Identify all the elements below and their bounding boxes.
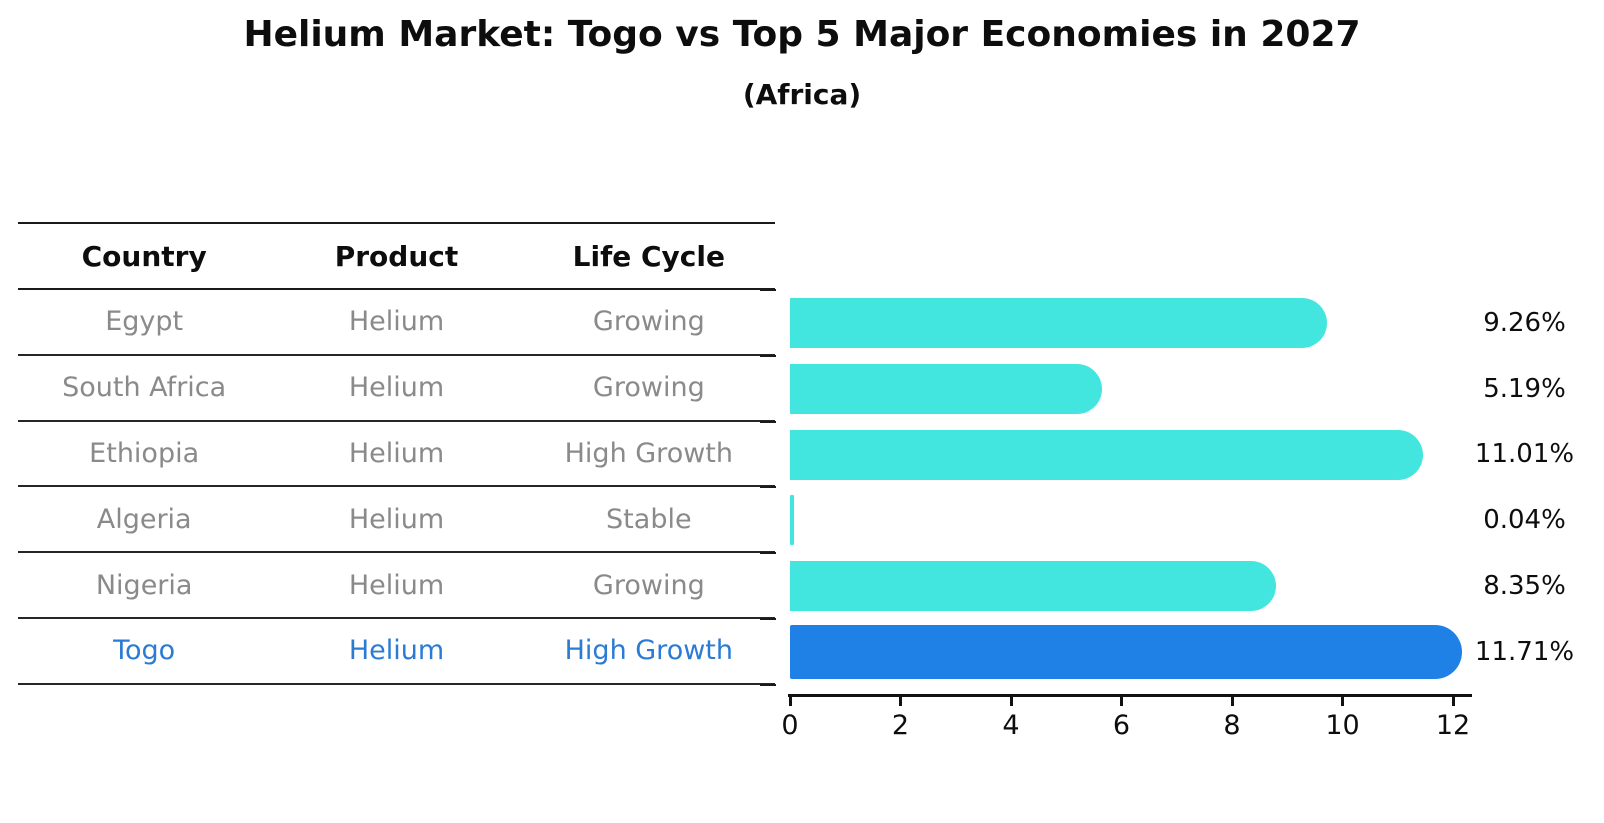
cell-life-cycle: Growing (592, 372, 705, 404)
cell-country: Algeria (96, 503, 192, 535)
table-row-south-africa: South Africa Helium Growing (18, 356, 775, 422)
x-tick-label: 0 (781, 710, 799, 741)
cell-product: Helium (348, 306, 445, 338)
bar-row-ethiopia (790, 422, 1453, 488)
bar-row-togo (790, 619, 1462, 685)
x-tick-mark (1341, 697, 1344, 706)
bar-row-nigeria (790, 553, 1453, 619)
bar-row-egypt (790, 290, 1453, 356)
cell-product: Helium (348, 635, 445, 667)
cell-product: Helium (348, 372, 445, 404)
x-tick-mark (1009, 697, 1013, 706)
y-tick-mark (760, 683, 776, 686)
table-body: Egypt Helium Growing South Africa Helium Grow… (18, 290, 775, 685)
bars-container (790, 290, 1462, 685)
y-tick-mark (760, 354, 776, 357)
x-tick-mark (1120, 697, 1123, 706)
value-label-nigeria: 8.35% (1483, 571, 1566, 602)
table-row-nigeria: Nigeria Helium Growing (18, 553, 775, 619)
table-row-egypt: Egypt Helium Growing (18, 290, 775, 356)
value-label-egypt: 9.26% (1483, 307, 1566, 338)
x-tick-mark (788, 697, 792, 706)
x-tick-mark (1451, 697, 1455, 706)
bar-south-africa (790, 363, 1102, 414)
chart-title: Helium Market: Togo vs Top 5 Major Econo… (243, 14, 1361, 55)
bar-togo (790, 624, 1462, 679)
cell-country: Egypt (105, 306, 184, 338)
x-tick-label: 4 (1002, 710, 1020, 741)
value-label-algeria: 0.04% (1483, 505, 1566, 536)
chart-subtitle: (Africa) (742, 78, 862, 111)
bar-row-south-africa (790, 356, 1453, 422)
bar-egypt (790, 298, 1327, 348)
table-header-row: Country Product Life Cycle (18, 222, 775, 290)
y-tick-mark (760, 618, 776, 620)
bar-row-algeria (790, 487, 1453, 553)
table-row-ethiopia: Ethiopia Helium High Growth (18, 422, 775, 488)
cell-country: South Africa (62, 372, 227, 404)
value-label-south-africa: 5.19% (1483, 373, 1566, 404)
x-tick-label: 2 (891, 710, 910, 741)
cell-product: Helium (348, 437, 445, 469)
x-tick-label: 8 (1223, 710, 1241, 741)
bar-chart-plot-area: 0 2 4 6 8 10 12 (760, 289, 1472, 750)
y-tick-mark (760, 552, 776, 555)
bar-ethiopia (790, 429, 1424, 480)
column-header-product: Product (334, 239, 459, 273)
cell-product: Helium (348, 503, 445, 535)
bar-algeria (790, 495, 795, 546)
cell-country: Ethiopia (89, 437, 200, 469)
x-tick-label: 10 (1325, 710, 1360, 741)
x-tick-mark (899, 697, 902, 706)
cell-life-cycle: High Growth (564, 635, 733, 667)
y-tick-mark (760, 486, 776, 489)
cell-product: Helium (348, 569, 445, 601)
y-tick-mark (760, 420, 776, 423)
cell-life-cycle: Stable (606, 503, 692, 535)
y-tick-mark (760, 289, 776, 291)
column-header-country: Country (81, 239, 207, 273)
value-label-togo: 11.71% (1474, 636, 1575, 667)
table-row-togo: Togo Helium High Growth (18, 619, 775, 685)
x-tick-label: 6 (1112, 710, 1131, 741)
cell-country: Nigeria (95, 569, 193, 601)
value-label-ethiopia: 11.01% (1474, 439, 1575, 470)
x-tick-mark (1230, 697, 1234, 706)
x-axis-line (788, 694, 1472, 697)
cell-country: Togo (113, 635, 176, 667)
cell-life-cycle: High Growth (564, 437, 733, 469)
cell-life-cycle: Growing (592, 569, 705, 601)
x-tick-label: 12 (1435, 710, 1471, 741)
column-header-life-cycle: Life Cycle (572, 239, 725, 273)
country-table: Country Product Life Cycle Egypt Helium Gr… (18, 222, 775, 685)
table-row-algeria: Algeria Helium Stable (18, 487, 775, 554)
value-labels-column: 9.26% 5.19% 11.01% 0.04% 8.35% 11.71% (1452, 290, 1597, 685)
cell-life-cycle: Growing (592, 306, 705, 338)
bar-nigeria (790, 561, 1277, 612)
